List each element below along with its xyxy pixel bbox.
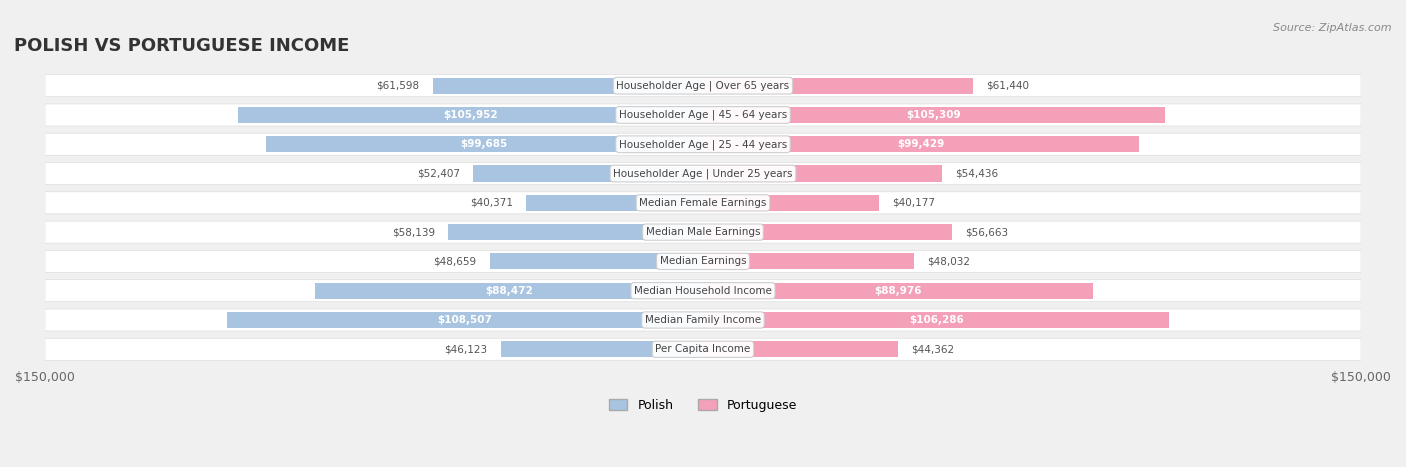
FancyBboxPatch shape [703, 341, 897, 357]
FancyBboxPatch shape [315, 283, 703, 299]
FancyBboxPatch shape [45, 133, 1361, 156]
Text: $58,139: $58,139 [392, 227, 434, 237]
Text: $61,598: $61,598 [377, 81, 419, 91]
Text: $105,309: $105,309 [907, 110, 962, 120]
Text: $40,371: $40,371 [470, 198, 513, 208]
FancyBboxPatch shape [433, 78, 703, 94]
Text: Householder Age | 25 - 44 years: Householder Age | 25 - 44 years [619, 139, 787, 149]
Text: $88,472: $88,472 [485, 286, 533, 296]
FancyBboxPatch shape [266, 136, 703, 152]
FancyBboxPatch shape [238, 107, 703, 123]
FancyBboxPatch shape [472, 165, 703, 182]
FancyBboxPatch shape [703, 254, 914, 269]
FancyBboxPatch shape [703, 107, 1166, 123]
FancyBboxPatch shape [45, 338, 1361, 361]
Text: POLISH VS PORTUGUESE INCOME: POLISH VS PORTUGUESE INCOME [14, 37, 350, 56]
Text: Source: ZipAtlas.com: Source: ZipAtlas.com [1274, 23, 1392, 33]
Text: Householder Age | Under 25 years: Householder Age | Under 25 years [613, 168, 793, 179]
Text: Median Female Earnings: Median Female Earnings [640, 198, 766, 208]
Text: $88,976: $88,976 [875, 286, 922, 296]
FancyBboxPatch shape [45, 192, 1361, 214]
Text: Median Earnings: Median Earnings [659, 256, 747, 266]
FancyBboxPatch shape [703, 312, 1170, 328]
Text: $61,440: $61,440 [986, 81, 1029, 91]
Legend: Polish, Portuguese: Polish, Portuguese [603, 394, 803, 417]
Text: $99,685: $99,685 [461, 139, 508, 149]
Text: $106,286: $106,286 [908, 315, 963, 325]
Text: Householder Age | Over 65 years: Householder Age | Over 65 years [616, 80, 790, 91]
FancyBboxPatch shape [703, 195, 879, 211]
FancyBboxPatch shape [45, 75, 1361, 97]
FancyBboxPatch shape [703, 283, 1094, 299]
FancyBboxPatch shape [45, 221, 1361, 243]
Text: Per Capita Income: Per Capita Income [655, 344, 751, 354]
Text: Householder Age | 45 - 64 years: Householder Age | 45 - 64 years [619, 110, 787, 120]
Text: $54,436: $54,436 [955, 169, 998, 178]
FancyBboxPatch shape [45, 250, 1361, 272]
FancyBboxPatch shape [45, 280, 1361, 302]
Text: $99,429: $99,429 [897, 139, 945, 149]
FancyBboxPatch shape [703, 78, 973, 94]
FancyBboxPatch shape [526, 195, 703, 211]
FancyBboxPatch shape [449, 224, 703, 240]
Text: $52,407: $52,407 [418, 169, 460, 178]
Text: $108,507: $108,507 [437, 315, 492, 325]
FancyBboxPatch shape [45, 309, 1361, 331]
Text: $44,362: $44,362 [911, 344, 953, 354]
Text: $46,123: $46,123 [444, 344, 488, 354]
Text: $48,659: $48,659 [433, 256, 477, 266]
FancyBboxPatch shape [703, 224, 952, 240]
FancyBboxPatch shape [45, 104, 1361, 126]
Text: Median Household Income: Median Household Income [634, 286, 772, 296]
FancyBboxPatch shape [226, 312, 703, 328]
FancyBboxPatch shape [501, 341, 703, 357]
FancyBboxPatch shape [45, 163, 1361, 184]
Text: $40,177: $40,177 [893, 198, 935, 208]
Text: $56,663: $56,663 [965, 227, 1008, 237]
Text: Median Family Income: Median Family Income [645, 315, 761, 325]
FancyBboxPatch shape [489, 254, 703, 269]
FancyBboxPatch shape [703, 136, 1139, 152]
Text: $48,032: $48,032 [927, 256, 970, 266]
Text: Median Male Earnings: Median Male Earnings [645, 227, 761, 237]
Text: $105,952: $105,952 [443, 110, 498, 120]
FancyBboxPatch shape [703, 165, 942, 182]
